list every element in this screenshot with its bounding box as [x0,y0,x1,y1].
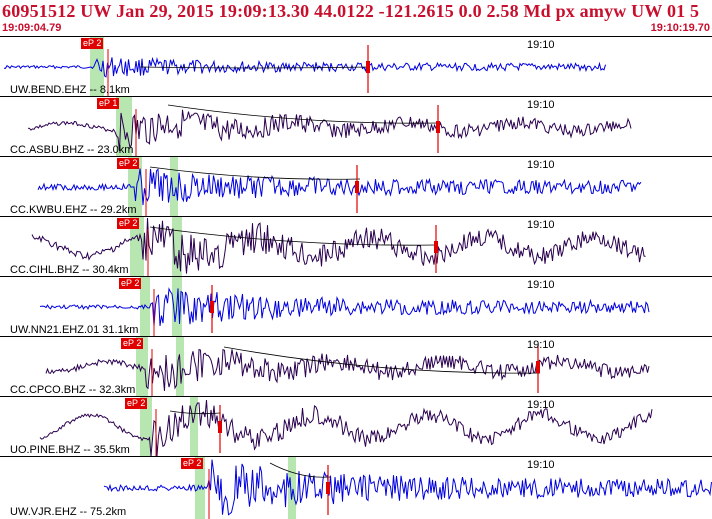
coda-pick-handle[interactable] [218,421,222,433]
waveform-kwbu [37,157,642,217]
pick-window-band [190,397,198,457]
waveform-line [45,348,650,391]
trace-panel-kwbu[interactable]: eP 2 19:10 CC.KWBU.EHZ -- 29.2km [0,156,712,217]
waveform-line [37,168,642,206]
time-tick-label: 19:10 [527,219,555,231]
pick-marker[interactable]: eP 2 [117,158,140,169]
time-tick-label: 19:10 [527,279,555,291]
station-label: UW.NN21.EHZ.01 31.1km [10,324,139,336]
window-start-time: 19:09:04.79 [2,22,62,34]
pick-window-band [170,157,178,217]
pick-window-band [140,397,152,457]
coda-pick-handle[interactable] [536,361,540,373]
time-tick-label: 19:10 [527,159,555,171]
coda-decay-curve [169,410,221,415]
trace-panel-asbu[interactable]: eP 1 19:10 CC.ASBU.BHZ -- 23.0km [0,96,712,157]
pick-marker[interactable]: eP 2 [125,398,148,409]
waveform-line [3,56,606,78]
waveform-line [27,109,632,151]
time-tick-label: 19:10 [527,459,555,471]
pick-window-band [172,217,182,277]
coda-pick-handle[interactable] [434,241,438,253]
pick-marker[interactable]: eP 2 [81,38,104,49]
coda-pick-handle[interactable] [326,482,330,494]
event-header: 60951512 UW Jan 29, 2015 19:09:13.30 44.… [0,0,712,36]
waveform-nn21 [39,277,650,337]
time-tick-label: 19:10 [527,99,555,111]
pick-marker[interactable]: eP 2 [117,218,140,229]
trace-panel-nn21[interactable]: eP 2 19:10 UW.NN21.EHZ.01 31.1km [0,276,712,337]
trace-panel-cpco[interactable]: eP 2 19:10 CC.CPCO.BHZ -- 32.3km [0,336,712,397]
trace-panel-bend[interactable]: eP 2 19:10 UW.BEND.EHZ -- 8.1km [0,36,712,97]
station-label: CC.KWBU.EHZ -- 29.2km [10,204,137,216]
station-label: UW.BEND.EHZ -- 8.1km [10,84,130,96]
waveform-line [31,217,646,274]
waveform-cpco [45,337,650,397]
station-label: UW.VJR.EHZ -- 75.2km [10,506,127,518]
coda-pick-handle[interactable] [366,61,370,73]
pick-marker[interactable]: eP 1 [97,98,120,109]
coda-decay-curve [149,166,361,180]
coda-decay-curve [139,66,371,69]
station-label: CC.ASBU.BHZ -- 23.0km [10,144,134,156]
pick-marker[interactable]: eP 2 [181,458,204,469]
waveform-pine [39,397,653,457]
coda-decay-curve [223,346,541,374]
pick-window-band [140,277,150,337]
waveform-asbu [27,97,632,157]
window-end-time: 19:10:19.70 [650,22,710,34]
time-tick-label: 19:10 [527,39,555,51]
coda-pick-handle[interactable] [210,301,214,313]
pick-marker[interactable]: eP 2 [121,338,144,349]
waveform-line [39,287,650,327]
pick-window-band [90,37,104,97]
coda-pick-handle[interactable] [355,181,359,193]
coda-decay-curve [269,462,331,478]
time-tick-label: 19:10 [527,399,555,411]
coda-decay-curve [167,104,439,124]
time-tick-label: 19:10 [527,339,555,351]
coda-decay-curve [149,226,437,246]
waveform-vjr [103,457,712,519]
trace-panel-cihl[interactable]: eP 2 19:10 CC.CIHL.BHZ -- 30.4km [0,216,712,277]
pick-window-band [128,157,142,217]
waveform-line [103,459,712,516]
trace-panel-vjr[interactable]: eP 2 19:10 UW.VJR.EHZ -- 75.2km [0,456,712,519]
waveform-line [39,399,653,457]
pick-marker[interactable]: eP 2 [119,278,142,289]
station-label: CC.CPCO.BHZ -- 32.3km [10,384,136,396]
station-label: UO.PINE.BHZ -- 35.5km [10,444,130,456]
station-label: CC.CIHL.BHZ -- 30.4km [10,264,129,276]
event-title: 60951512 UW Jan 29, 2015 19:09:13.30 44.… [2,1,700,21]
waveform-cihl [31,217,646,277]
coda-pick-handle[interactable] [436,121,440,133]
pick-window-band [130,217,144,277]
trace-panel-pine[interactable]: eP 2 19:10 UO.PINE.BHZ -- 35.5km [0,396,712,457]
waveform-bend [3,37,606,97]
pick-window-band [288,457,296,519]
seismogram-plot[interactable]: eP 2 19:10 UW.BEND.EHZ -- 8.1km eP 1 19:… [0,36,712,519]
